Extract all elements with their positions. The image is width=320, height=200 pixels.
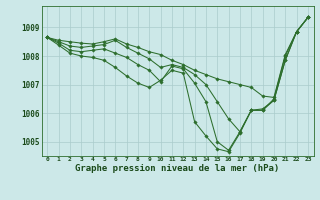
X-axis label: Graphe pression niveau de la mer (hPa): Graphe pression niveau de la mer (hPa) <box>76 164 280 173</box>
